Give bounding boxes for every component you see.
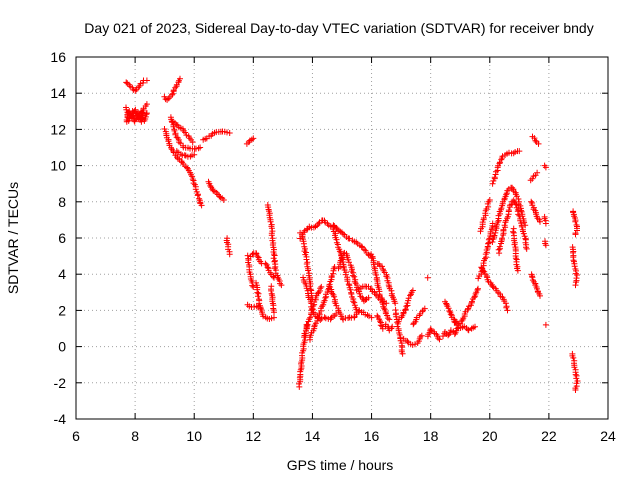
x-axis-label: GPS time / hours <box>287 457 394 473</box>
x-tick-label: 14 <box>305 428 321 444</box>
x-tick-label: 10 <box>186 428 202 444</box>
x-tick-label: 20 <box>482 428 498 444</box>
y-tick-label: -4 <box>54 411 67 427</box>
x-tick-label: 8 <box>131 428 139 444</box>
y-tick-label: 12 <box>50 121 66 137</box>
data-points <box>123 75 581 393</box>
y-tick-label: 4 <box>58 266 66 282</box>
y-tick-label: -2 <box>54 375 67 391</box>
y-tick-label: 8 <box>58 194 66 210</box>
x-tick-label: 24 <box>600 428 616 444</box>
y-tick-label: 2 <box>58 302 66 318</box>
x-tick-label: 12 <box>246 428 262 444</box>
y-tick-label: 0 <box>58 339 66 355</box>
y-tick-label: 14 <box>50 85 66 101</box>
x-tick-label: 22 <box>541 428 557 444</box>
x-tick-label: 6 <box>72 428 80 444</box>
y-tick-label: 10 <box>50 158 66 174</box>
chart-title: Day 021 of 2023, Sidereal Day-to-day VTE… <box>84 20 593 36</box>
x-tick-label: 18 <box>423 428 439 444</box>
sdtvar-markers <box>123 75 581 393</box>
y-tick-label: 6 <box>58 230 66 246</box>
y-axis-label: SDTVAR / TECUs <box>5 182 21 294</box>
y-tick-label: 16 <box>50 49 66 65</box>
x-tick-label: 16 <box>364 428 380 444</box>
